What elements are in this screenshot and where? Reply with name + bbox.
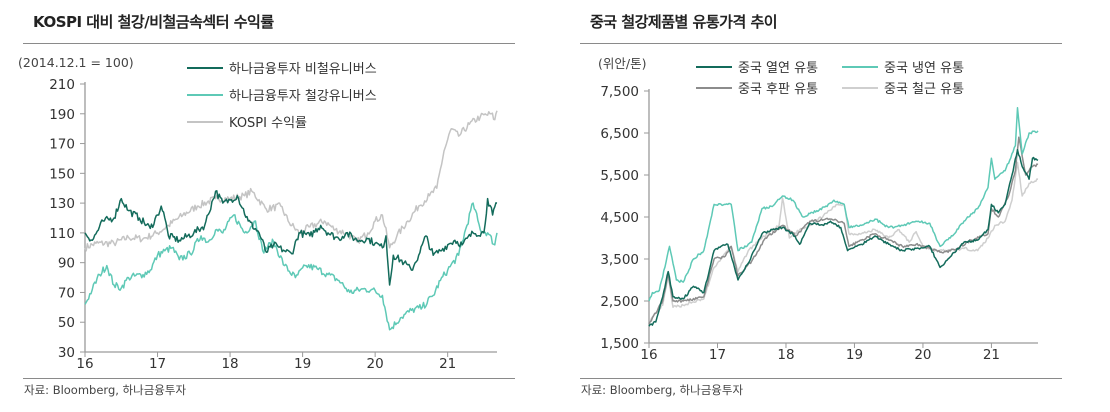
legend-label: 하나금융투자 비철유니버스 xyxy=(229,62,377,77)
x-tick-label: 17 xyxy=(709,347,726,363)
y-tick-label: 110 xyxy=(49,226,75,242)
series-line xyxy=(648,149,1039,327)
title-divider xyxy=(580,43,1062,44)
series-line xyxy=(648,107,1039,302)
legend-label: 중국 철근 유통 xyxy=(884,82,964,97)
y-tick-label: 2,500 xyxy=(600,294,639,310)
x-tick-label: 16 xyxy=(76,356,93,372)
legend-label: 중국 냉연 유통 xyxy=(884,61,964,76)
y-tick-label: 4,500 xyxy=(600,210,639,226)
line-chart-prices: 1,500 2,500 3,500 4,500 5,500 6,500 7,500 16 17 1… xyxy=(598,56,1039,363)
line-chart-returns: 30 50 70 90 110 130 150 170 190 210 16 17 18 19 20 21 (2… xyxy=(18,55,498,372)
y-tick-label: 3,500 xyxy=(600,252,639,268)
chart-panel-left: KOSPI 대비 철강/비철금속섹터 수익률 30 50 70 90 110 130 150… xyxy=(0,0,550,412)
y-tick-label: 50 xyxy=(58,315,75,331)
unit-label: (위안/톤) xyxy=(598,56,646,71)
legend-label: 하나금융투자 철강유니버스 xyxy=(229,89,377,104)
legend-label: KOSPI 수익률 xyxy=(229,116,307,131)
y-tick-label: 150 xyxy=(49,166,75,182)
x-tick-label: 18 xyxy=(221,356,238,372)
chart-panel-right: 중국 철강제품별 유통가격 추이 1,500 2,500 3,500 4,500 5,5… xyxy=(560,0,1110,412)
x-tick-label: 19 xyxy=(294,356,311,372)
chart-title: 중국 철강제품별 유통가격 추이 xyxy=(590,13,778,31)
y-tick-label: 6,500 xyxy=(600,126,639,142)
y-tick-label: 5,500 xyxy=(600,168,639,184)
x-tick-label: 19 xyxy=(846,347,863,363)
y-tick-label: 70 xyxy=(58,285,75,301)
source-note: 자료: Bloomberg, 하나금융투자 xyxy=(24,383,187,397)
x-tick-label: 20 xyxy=(367,356,384,372)
series-line xyxy=(84,190,498,286)
x-tick-label: 18 xyxy=(777,347,794,363)
y-tick-label: 190 xyxy=(49,107,75,123)
series-line xyxy=(648,136,1039,325)
series-line xyxy=(648,161,1039,323)
title-divider xyxy=(23,43,515,44)
chart-title: KOSPI 대비 철강/비철금속섹터 수익률 xyxy=(33,13,274,31)
series-line xyxy=(84,110,498,252)
y-tick-label: 1,500 xyxy=(600,336,639,352)
x-tick-label: 16 xyxy=(640,347,657,363)
y-tick-label: 170 xyxy=(49,137,75,153)
footer-divider xyxy=(23,378,515,379)
legend-label: 중국 열연 유통 xyxy=(738,61,818,76)
x-tick-label: 21 xyxy=(439,356,456,372)
y-tick-label: 7,500 xyxy=(600,84,639,100)
footer-divider xyxy=(580,378,1062,379)
legend-label: 중국 후판 유통 xyxy=(738,82,818,97)
x-tick-label: 17 xyxy=(149,356,166,372)
x-tick-label: 21 xyxy=(983,347,1000,363)
x-tick-label: 20 xyxy=(914,347,931,363)
y-tick-label: 210 xyxy=(49,77,75,93)
unit-label: (2014.12.1 = 100) xyxy=(18,55,134,70)
series-line xyxy=(84,202,498,331)
y-tick-label: 130 xyxy=(49,196,75,212)
source-note: 자료: Bloomberg, 하나금융투자 xyxy=(581,383,744,397)
y-tick-label: 90 xyxy=(58,256,75,272)
y-tick-label: 30 xyxy=(58,345,75,361)
